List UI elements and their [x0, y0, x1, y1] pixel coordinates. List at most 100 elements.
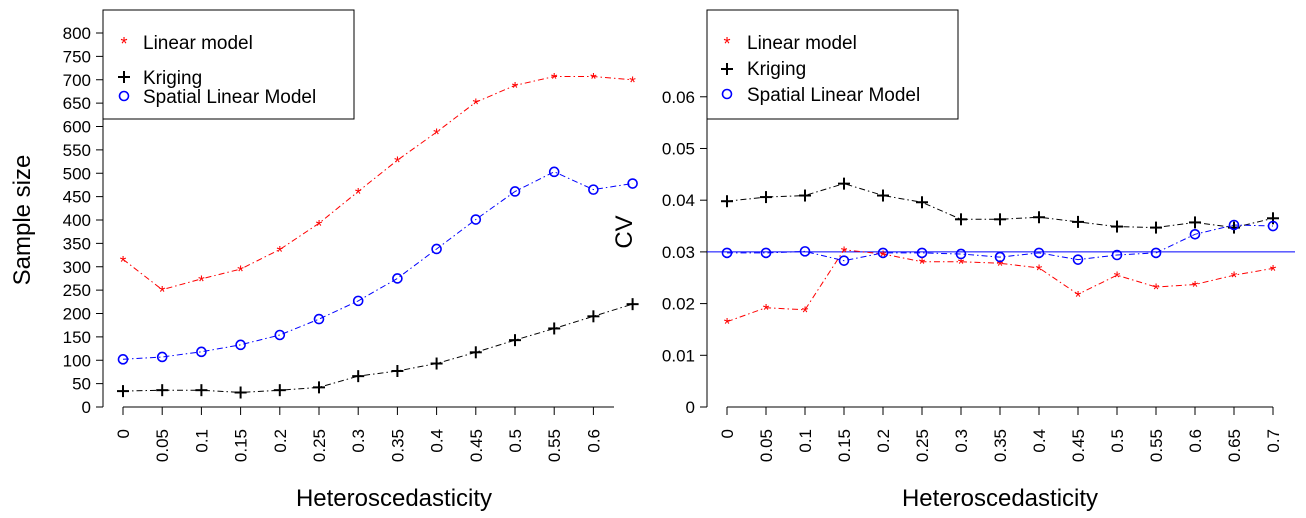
data-point-spatial-linear-model [799, 246, 811, 257]
data-point-kriging [799, 189, 811, 202]
y-axis-label: Sample size [9, 155, 36, 286]
x-tick-label: 0.1 [796, 429, 815, 453]
data-point-kriging [1150, 221, 1162, 234]
data-point-kriging [994, 213, 1006, 226]
series-line-spatial-linear-model [727, 224, 1274, 262]
series-line-spatial-linear-model [122, 171, 633, 360]
series-lines [726, 183, 1274, 323]
data-point-linear-model: * [958, 255, 965, 274]
data-point-linear-model: * [433, 125, 440, 144]
data-point-kriging [156, 384, 169, 397]
y-tick-label: 0.04 [662, 191, 695, 210]
data-point-kriging [273, 384, 286, 397]
series-line-linear-model [122, 76, 633, 291]
x-tick-label: 0.1 [192, 429, 211, 453]
data-point-spatial-linear-model [721, 247, 733, 259]
x-tick-label: 0.35 [991, 429, 1010, 462]
y-tick-label: 0 [82, 398, 91, 417]
legend: * Linear model Kriging Spatial Linear Mo… [706, 9, 959, 120]
y-tick-label: 0.02 [662, 295, 695, 314]
series-line-kriging [726, 183, 1274, 229]
legend-label-spatial-linear-model: Spatial Linear Model [747, 85, 920, 106]
data-point-spatial-linear-model [235, 339, 246, 351]
legend-label-spatial-linear-model: Spatial Linear Model [143, 87, 316, 108]
x-tick-label: 0.5 [506, 429, 525, 453]
x-tick-label: 0 [114, 429, 133, 438]
x-tick-label: 0.45 [467, 429, 486, 462]
data-point-kriging [838, 177, 850, 190]
data-point-kriging [877, 189, 889, 202]
x-tick-label: 0.25 [913, 429, 932, 462]
data-point-kriging [391, 365, 404, 378]
y-tick-label: 650 [63, 94, 91, 113]
y-tick-label: 250 [63, 281, 91, 300]
data-point-kriging [587, 310, 600, 323]
data-point-spatial-linear-model [431, 243, 442, 255]
data-point-linear-model: * [590, 69, 597, 88]
x-tick-label: 0.7 [1264, 429, 1283, 453]
x-ticks: 0 0.05 0.1 0.15 0.2 0.25 0.3 0.35 0.4 0.45 0.5 0.55… [718, 407, 1283, 462]
data-point-kriging [1267, 212, 1279, 225]
x-tick-label: 0.3 [349, 429, 368, 453]
data-point-linear-model: * [512, 78, 519, 97]
x-ticks: 0 0.05 0.1 0.15 0.2 0.25 0.3 0.35 0.4 0.45 0.5 0.55… [114, 407, 603, 462]
data-point-linear-model: * [880, 247, 887, 266]
x-axis-label: Heteroscedasticity [296, 485, 492, 512]
data-point-spatial-linear-model [1228, 219, 1240, 231]
y-tick-label: 400 [63, 211, 91, 230]
y-tick-label: 550 [63, 141, 91, 160]
y-tick-label: 150 [63, 328, 91, 347]
data-point-spatial-linear-model [877, 247, 889, 259]
data-point-spatial-linear-model [352, 295, 364, 307]
series-points: * * * * * * * * * * * * * * [117, 69, 639, 399]
y-tick-label: 500 [63, 164, 91, 183]
data-point-kriging [234, 386, 247, 399]
x-tick-label: 0.05 [757, 429, 776, 462]
data-point-kriging [548, 322, 561, 335]
data-point-spatial-linear-model [196, 346, 207, 358]
data-point-spatial-linear-model [588, 184, 599, 195]
data-point-linear-model: * [237, 262, 244, 281]
sample-size-chart: Sample size Heteroscedasticity 0 50 100 150… [9, 9, 639, 512]
data-point-kriging [916, 196, 928, 209]
data-point-linear-model: * [1036, 261, 1043, 280]
cv-chart: CV Heteroscedasticity 00.010.020.030.040… [611, 9, 1295, 512]
data-point-spatial-linear-model [548, 166, 560, 178]
data-point-spatial-linear-model [838, 255, 850, 266]
data-point-spatial-linear-model [1072, 254, 1084, 265]
legend-marker-plus [118, 71, 130, 83]
x-tick-label: 0.45 [1069, 429, 1088, 462]
legend-box [102, 9, 355, 120]
data-point-spatial-linear-model [274, 329, 286, 341]
x-tick-label: 0.6 [584, 429, 603, 453]
x-tick-label: 0.4 [1030, 429, 1049, 453]
data-point-kriging [1111, 220, 1123, 233]
x-tick-label: 0.2 [271, 429, 290, 453]
data-point-linear-model: * [802, 303, 809, 322]
data-point-linear-model: * [1270, 261, 1277, 280]
x-tick-label: 0.15 [835, 429, 854, 462]
x-tick-label: 0.2 [874, 429, 893, 453]
data-point-linear-model: * [1192, 277, 1199, 296]
x-tick-label: 0.15 [232, 429, 251, 462]
data-point-kriging [1189, 216, 1201, 229]
data-point-spatial-linear-model [117, 354, 129, 365]
data-point-linear-model: * [472, 95, 479, 114]
data-point-spatial-linear-model [156, 351, 168, 363]
legend-marker-star: * [723, 34, 730, 54]
data-point-kriging [626, 298, 639, 311]
data-point-linear-model: * [919, 255, 926, 274]
legend-label-linear-model: Linear model [747, 33, 857, 54]
data-point-spatial-linear-model [470, 214, 482, 225]
data-point-linear-model: * [276, 242, 283, 261]
data-point-linear-model: * [1231, 268, 1238, 287]
y-tick-label: 350 [63, 234, 91, 253]
legend: * Linear model Kriging Spatial Linear Mo… [102, 9, 355, 120]
series-line-kriging [122, 303, 633, 394]
data-point-kriging [195, 384, 208, 397]
data-point-linear-model: * [629, 73, 636, 92]
legend-marker-star: * [120, 34, 127, 54]
data-point-kriging [1072, 215, 1084, 228]
data-point-linear-model: * [551, 69, 558, 88]
